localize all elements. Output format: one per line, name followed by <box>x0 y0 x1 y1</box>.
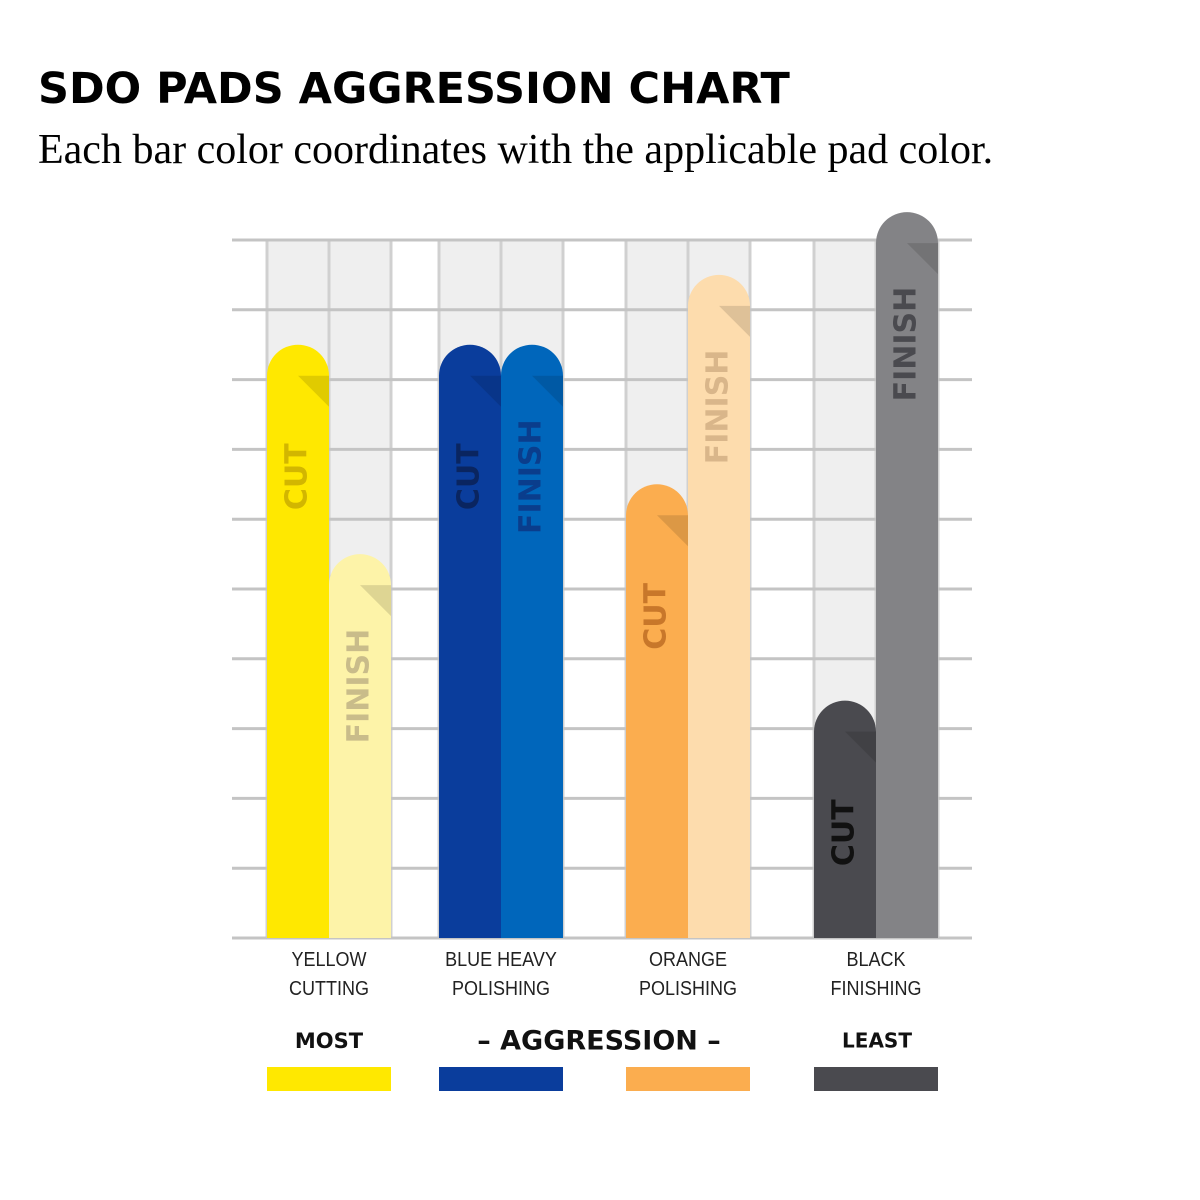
chart-subtitle: Each bar color coordinates with the appl… <box>38 127 993 173</box>
chart-title: SDO PADS AGGRESSION CHART <box>38 64 791 114</box>
bar-label: FINISH <box>514 419 549 534</box>
bar-label: FINISH <box>889 287 924 402</box>
x-tick-label: ORANGE POLISHING <box>638 949 738 1000</box>
bar-fold <box>298 375 329 407</box>
legend-swatch <box>626 1067 750 1091</box>
x-tick-label: BLACK FINISHING <box>830 949 922 1000</box>
bar-label: CUT <box>639 582 674 649</box>
bar <box>329 554 391 938</box>
scale-least: LEAST <box>842 1029 912 1053</box>
legend-swatch <box>267 1067 391 1091</box>
bar-fold <box>470 375 501 407</box>
bar-label: FINISH <box>701 350 736 465</box>
bar-fold <box>360 585 391 617</box>
bar-label: CUT <box>280 443 315 510</box>
legend-swatch <box>814 1067 938 1091</box>
bar-label: CUT <box>452 443 487 510</box>
scale-most: MOST <box>295 1029 364 1053</box>
bar-fold <box>532 375 563 407</box>
legend-swatch <box>439 1067 563 1091</box>
scale-title: – AGGRESSION – <box>477 1026 721 1057</box>
bar <box>876 212 938 939</box>
bar-fold <box>907 243 938 275</box>
x-tick-label: BLUE HEAVY POLISHING <box>445 949 557 1000</box>
x-tick-label: YELLOW CUTTING <box>288 949 369 1000</box>
bar-label: FINISH <box>342 629 377 744</box>
bar-label: CUT <box>827 799 862 866</box>
bar <box>688 274 750 938</box>
bar <box>267 344 329 938</box>
bar-fold <box>845 731 876 763</box>
bar-fold <box>719 305 750 337</box>
bar <box>814 700 876 938</box>
bar <box>626 484 688 938</box>
bar <box>439 344 501 938</box>
bar <box>501 344 563 938</box>
bar-fold <box>657 515 688 547</box>
